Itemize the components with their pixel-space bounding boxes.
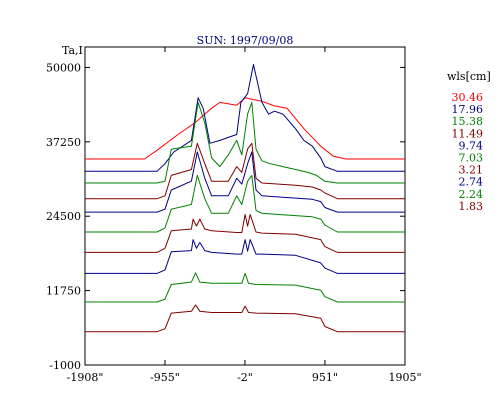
legend-entry: 2.24 <box>459 188 484 201</box>
series-line-11.49 <box>85 142 405 200</box>
chart-title: SUN: 1997/09/08 <box>197 34 294 47</box>
x-tick-label: 951" <box>312 371 338 384</box>
legend-entry: 11.49 <box>452 127 484 140</box>
series-line-15.38 <box>85 101 405 184</box>
series-line-30.46 <box>85 97 405 160</box>
legend-title: wls[cm] <box>447 70 491 83</box>
y-axis-label: Ta,I <box>62 44 83 57</box>
series-line-3.21 <box>85 214 405 253</box>
y-tick-label: 37250 <box>46 136 81 149</box>
legend-entry: 2.74 <box>459 176 484 189</box>
legend-entry: 3.21 <box>459 164 484 177</box>
y-tick-label: 50000 <box>46 61 81 74</box>
y-tick-label: 11750 <box>46 285 81 298</box>
x-tick-label: -1908" <box>67 371 104 384</box>
x-axis-ticks: -1908" -955" -2" 951" 1905" <box>67 47 422 384</box>
legend-entry: 9.74 <box>459 139 484 152</box>
series-line-9.74 <box>85 151 405 213</box>
series-line-17.96 <box>85 64 405 172</box>
legend-entry: 30.46 <box>452 91 484 104</box>
y-tick-label: -1000 <box>49 359 81 372</box>
x-tick-label: -955" <box>150 371 180 384</box>
legend-entry: 15.38 <box>452 115 484 128</box>
y-axis-ticks: -1000 11750 24500 37250 50000 <box>46 61 405 372</box>
series-line-2.24 <box>85 272 405 303</box>
plot-frame <box>84 46 406 366</box>
y-tick-label: 24500 <box>46 210 81 223</box>
legend: 30.4617.9615.3811.499.747.033.212.742.24… <box>452 91 484 213</box>
series-line-7.03 <box>85 174 405 233</box>
x-tick-label: 1905" <box>388 371 421 384</box>
legend-entry: 7.03 <box>459 152 484 165</box>
series-line-2.74 <box>85 239 405 274</box>
series-layer <box>85 64 405 333</box>
series-line-1.83 <box>85 304 405 333</box>
legend-entry: 1.83 <box>459 200 484 213</box>
x-tick-label: -2" <box>237 371 253 384</box>
legend-entry: 17.96 <box>452 103 484 116</box>
